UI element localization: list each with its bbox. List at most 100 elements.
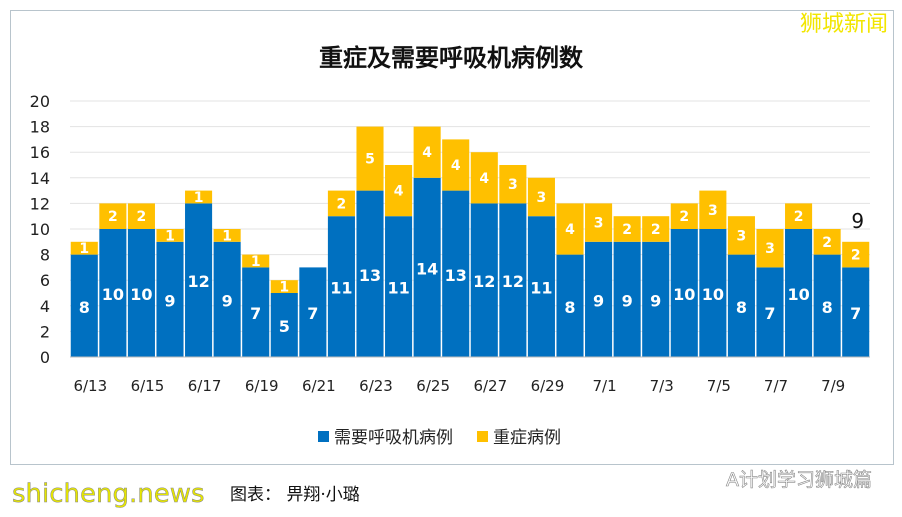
bar-severe <box>785 203 813 229</box>
data-label: 8 <box>564 298 575 317</box>
x-tick-label: 6/21 <box>302 377 336 395</box>
chart-title: 重症及需要呼吸机病例数 <box>319 44 583 72</box>
bar-severe <box>727 216 755 255</box>
x-tick-label: 6/25 <box>416 377 450 395</box>
x-tick-label: 7/9 <box>821 377 845 395</box>
bar-ventilator <box>156 241 184 357</box>
data-label: 2 <box>108 209 118 225</box>
data-label: 8 <box>79 298 90 317</box>
y-tick-label: 2 <box>40 322 50 341</box>
data-label: 1 <box>222 228 232 244</box>
bar-ventilator <box>70 254 98 357</box>
data-label: 13 <box>445 266 467 285</box>
data-label: 10 <box>673 285 695 304</box>
bar-severe <box>556 203 584 255</box>
bar-severe <box>756 229 784 268</box>
x-tick-label: 6/29 <box>531 377 565 395</box>
bar-ventilator <box>556 254 584 357</box>
data-label: 4 <box>422 145 432 161</box>
x-tick-label: 6/17 <box>188 377 222 395</box>
bar-ventilator <box>99 229 127 357</box>
bar-severe <box>356 126 384 191</box>
x-tick-label: 6/19 <box>245 377 279 395</box>
bar-severe <box>813 229 841 255</box>
data-label: 10 <box>787 285 809 304</box>
bar-severe <box>213 229 241 242</box>
bar-ventilator <box>727 254 755 357</box>
data-label: 12 <box>502 272 524 291</box>
bar-ventilator <box>356 190 384 357</box>
data-label: 5 <box>365 152 375 168</box>
bar-ventilator <box>242 267 270 357</box>
bar-severe <box>499 165 527 204</box>
data-label: 2 <box>622 222 632 238</box>
watermark-bottom-left: shicheng.news <box>12 479 205 510</box>
caption: 图表： 畀翔·小璐 <box>230 485 360 505</box>
data-label: 8 <box>822 298 833 317</box>
x-tick-label: 6/27 <box>473 377 507 395</box>
bar-ventilator <box>499 203 527 357</box>
bar-severe <box>613 216 641 242</box>
bar-severe <box>156 229 184 242</box>
data-label: 1 <box>279 280 289 296</box>
data-label: 3 <box>737 228 747 244</box>
data-label: 1 <box>79 241 89 257</box>
bar-severe <box>327 190 355 217</box>
data-label: 1 <box>165 228 175 244</box>
watermark-top: 狮城新闻 <box>799 12 888 37</box>
data-label: 4 <box>479 171 489 187</box>
data-label: 2 <box>794 209 804 225</box>
data-label: 4 <box>565 222 575 238</box>
y-tick-label: 18 <box>30 118 50 137</box>
bar-ventilator <box>613 241 641 357</box>
data-label: 9 <box>222 291 233 310</box>
bar-ventilator <box>270 293 298 357</box>
bar-ventilator <box>470 203 498 357</box>
bar-severe <box>470 152 498 204</box>
data-label: 7 <box>307 304 318 323</box>
bar-severe <box>242 254 270 268</box>
data-label: 11 <box>387 279 409 298</box>
data-label: 3 <box>594 216 604 232</box>
data-label: 7 <box>250 304 261 323</box>
data-label: 9 <box>650 291 661 310</box>
data-label: 2 <box>851 248 861 264</box>
data-label: 2 <box>651 222 661 238</box>
bar-ventilator <box>413 177 441 357</box>
data-label: 4 <box>451 158 461 174</box>
bar-severe <box>385 165 413 217</box>
data-label: 13 <box>359 266 381 285</box>
bar-ventilator <box>527 216 555 357</box>
x-tick-label: 7/5 <box>707 377 731 395</box>
data-label: 4 <box>394 184 404 200</box>
bar-ventilator <box>327 216 355 357</box>
x-tick-label: 7/3 <box>650 377 674 395</box>
data-label: 3 <box>765 241 775 257</box>
bar-severe <box>99 203 127 229</box>
bar-ventilator <box>756 267 784 357</box>
bar-severe <box>127 203 155 229</box>
bar-severe <box>670 203 698 229</box>
y-tick-label: 0 <box>40 348 50 367</box>
legend-swatch <box>477 431 488 442</box>
y-tick-label: 8 <box>40 246 50 265</box>
bar-ventilator <box>299 267 327 357</box>
bar-severe <box>527 177 555 217</box>
y-tick-label: 20 <box>30 92 50 111</box>
x-tick-label: 6/23 <box>359 377 393 395</box>
data-label: 5 <box>279 317 290 336</box>
legend-label: 需要呼吸机病例 <box>334 428 453 448</box>
data-label: 10 <box>102 285 124 304</box>
data-label: 7 <box>850 304 861 323</box>
data-label: 2 <box>679 209 689 225</box>
y-tick-label: 6 <box>40 271 50 290</box>
bar-ventilator <box>842 267 870 357</box>
data-label: 12 <box>473 272 495 291</box>
data-label: 7 <box>764 304 775 323</box>
bar-ventilator <box>213 241 241 357</box>
data-label: 10 <box>130 285 152 304</box>
bar-ventilator <box>585 241 613 357</box>
data-label: 11 <box>330 279 352 298</box>
data-label: 9 <box>622 291 633 310</box>
